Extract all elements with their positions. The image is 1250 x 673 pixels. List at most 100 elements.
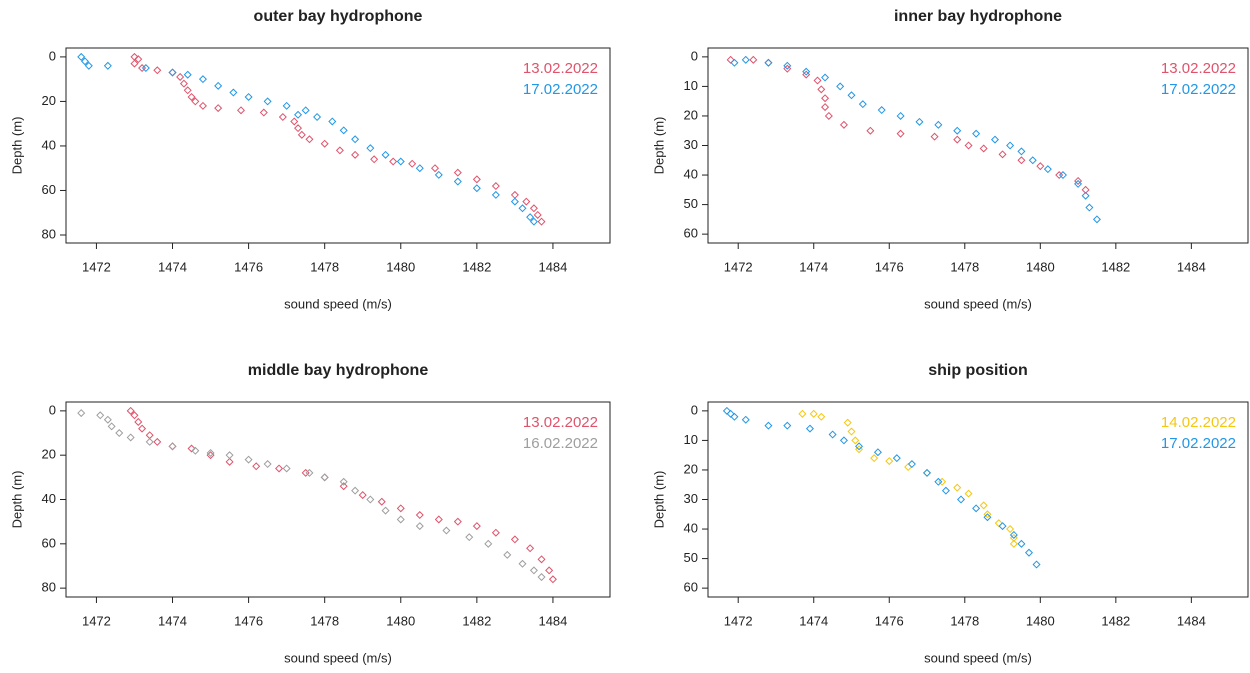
y-axis-label: Depth (m) (651, 117, 666, 175)
data-point (183, 70, 192, 79)
data-point (1058, 171, 1067, 180)
legend-label: 17.02.2022 (523, 81, 598, 98)
legend-label: 17.02.2022 (1161, 435, 1236, 452)
legend-label: 14.02.2022 (1161, 414, 1236, 431)
data-point (191, 446, 200, 455)
data-point (953, 135, 962, 144)
plot-frame (65, 47, 611, 244)
data-point (396, 157, 405, 166)
data-point (1074, 176, 1083, 185)
data-point (472, 175, 481, 184)
chart-title: outer bay hydrophone (254, 8, 423, 25)
data-point (510, 197, 519, 206)
legend-label: 16.02.2022 (523, 435, 598, 452)
y-tick-label: 20 (42, 447, 56, 462)
data-point (225, 451, 234, 460)
data-point (934, 120, 943, 129)
data-point (313, 112, 322, 122)
data-point (134, 417, 143, 426)
data-point (817, 412, 826, 421)
data-point (1017, 156, 1026, 165)
data-point (320, 139, 329, 148)
y-tick-label: 60 (42, 182, 56, 197)
x-tick-label: 1474 (158, 259, 187, 274)
data-point (305, 468, 314, 477)
data-point (1085, 203, 1094, 212)
data-point (301, 106, 310, 115)
data-point (847, 91, 856, 100)
x-tick-label: 1482 (1101, 613, 1130, 628)
y-tick-label: 80 (42, 580, 56, 595)
data-point (282, 101, 291, 110)
y-tick-label: 30 (684, 137, 698, 152)
data-point (1006, 525, 1015, 534)
data-point (294, 124, 303, 133)
data-point (381, 150, 390, 159)
data-point (130, 411, 139, 420)
data-point (103, 415, 112, 424)
data-point (339, 482, 348, 491)
data-point (847, 427, 856, 436)
y-tick-label: 0 (49, 402, 56, 417)
data-point (934, 477, 943, 486)
data-point (294, 110, 303, 119)
data-point (198, 75, 207, 84)
data-point (305, 135, 314, 144)
data-point (176, 72, 185, 81)
data-point (915, 117, 924, 126)
data-point (964, 489, 973, 498)
data-point (741, 415, 750, 424)
data-point (168, 68, 177, 77)
data-point (548, 575, 557, 584)
data-point (749, 55, 758, 64)
data-point (798, 409, 807, 418)
data-point (187, 92, 196, 101)
x-axis-label: sound speed (m/s) (284, 650, 392, 665)
x-tick-label: 1476 (234, 613, 263, 628)
data-point (389, 157, 398, 166)
data-point (824, 111, 833, 120)
data-point (339, 477, 348, 486)
data-point (236, 106, 246, 115)
data-point (442, 526, 451, 535)
data-point (484, 539, 493, 548)
data-point (518, 204, 527, 213)
data-point (979, 501, 988, 510)
data-point (1009, 539, 1018, 548)
y-tick-label: 50 (684, 550, 698, 565)
data-point (153, 437, 162, 446)
data-point (472, 522, 481, 531)
data-point (537, 555, 546, 564)
y-axis-label: Depth (m) (651, 471, 666, 529)
data-point (434, 515, 443, 524)
y-tick-label: 60 (684, 580, 698, 595)
data-point (983, 510, 992, 519)
data-point (855, 442, 864, 451)
data-point (1028, 156, 1037, 165)
x-tick-label: 1484 (538, 259, 567, 274)
data-point (941, 486, 950, 495)
x-axis-label: sound speed (m/s) (924, 296, 1032, 311)
data-point (851, 436, 860, 445)
data-point (430, 164, 440, 173)
data-point (529, 217, 538, 226)
data-point (263, 460, 272, 469)
data-point (415, 164, 424, 173)
data-point (1074, 179, 1083, 188)
data-point (998, 150, 1007, 159)
data-point (187, 444, 196, 453)
plot-frame (65, 401, 611, 598)
y-tick-label: 80 (42, 226, 56, 241)
data-point (722, 406, 731, 415)
chart-title: ship position (928, 362, 1028, 379)
data-point (396, 504, 405, 513)
data-point (328, 117, 337, 126)
chart-title: middle bay hydrophone (248, 362, 429, 379)
data-point (964, 141, 973, 150)
data-point (320, 473, 329, 482)
data-point (145, 437, 154, 446)
data-point (214, 81, 223, 90)
data-point (983, 513, 992, 522)
x-tick-label: 1476 (875, 613, 904, 628)
data-point (503, 550, 512, 559)
